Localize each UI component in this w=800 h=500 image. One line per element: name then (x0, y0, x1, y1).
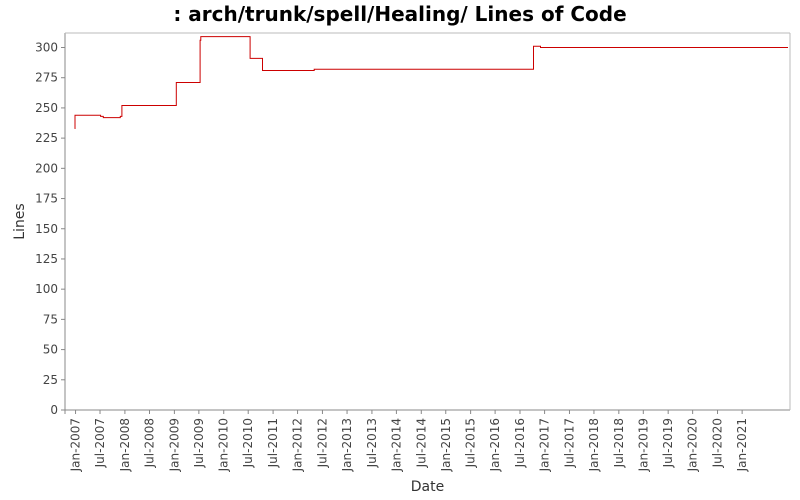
x-tick-label: Jul-2014 (414, 418, 428, 468)
x-tick-label: Jul-2012 (315, 418, 329, 468)
plot-area (65, 33, 790, 410)
x-tick-label: Jan-2012 (291, 418, 305, 472)
y-tick-label: 150 (35, 222, 58, 236)
x-tick-label: Jan-2021 (735, 418, 749, 472)
x-tick-label: Jan-2013 (340, 418, 354, 472)
y-tick-label: 0 (50, 403, 58, 417)
x-tick-label: Jan-2009 (167, 418, 181, 472)
series-layer (74, 36, 788, 129)
y-tick-label: 50 (43, 343, 58, 357)
x-tick-label: Jul-2015 (464, 418, 478, 468)
y-tick-label: 200 (35, 161, 58, 175)
x-tick-label: Jan-2015 (439, 418, 453, 472)
y-tick-label: 75 (43, 312, 58, 326)
x-axis-title: Date (411, 479, 444, 495)
x-tick-label: Jan-2007 (69, 418, 83, 472)
x-tick-label: Jul-2007 (93, 418, 107, 468)
x-tick-label: Jan-2017 (538, 418, 552, 472)
x-tick-label: Jul-2016 (513, 418, 527, 468)
x-tick-label: Jul-2019 (661, 418, 675, 468)
y-axis-ticks: 0 25 50 75 100 125 150 175 200 225 250 275 300 (35, 41, 65, 417)
y-tick-label: 275 (35, 71, 58, 85)
y-tick-label: 225 (35, 131, 58, 145)
x-tick-label: Jan-2008 (118, 418, 132, 472)
y-tick-label: 300 (35, 41, 58, 55)
x-tick-label: Jan-2014 (389, 418, 403, 472)
y-tick-label: 100 (35, 282, 58, 296)
x-tick-label: Jul-2017 (562, 418, 576, 468)
x-axis-ticks: Jan-2007 Jul-2007 Jan-2008 Jul-2008 Jan-2009… (69, 410, 749, 472)
y-tick-label: 250 (35, 101, 58, 115)
x-tick-label: Jul-2020 (711, 418, 725, 468)
x-tick-label: Jan-2020 (686, 418, 700, 472)
x-tick-label: Jan-2018 (587, 418, 601, 472)
x-tick-label: Jul-2013 (365, 418, 379, 468)
y-tick-label: 125 (35, 252, 58, 266)
x-tick-label: Jan-2010 (217, 418, 231, 472)
chart-title: : arch/trunk/spell/Healing/ Lines of Cod… (173, 2, 627, 26)
x-tick-label: Jul-2018 (612, 418, 626, 468)
x-tick-label: Jan-2016 (488, 418, 502, 472)
x-tick-label: Jul-2009 (192, 418, 206, 468)
x-tick-label: Jul-2010 (241, 418, 255, 468)
y-tick-label: 175 (35, 192, 58, 206)
x-tick-label: Jan-2019 (636, 418, 650, 472)
y-axis-title: Lines (12, 203, 28, 239)
x-tick-label: Jul-2008 (143, 418, 157, 468)
series-line (74, 36, 788, 129)
y-tick-label: 25 (43, 373, 58, 387)
x-tick-label: Jul-2011 (266, 418, 280, 468)
